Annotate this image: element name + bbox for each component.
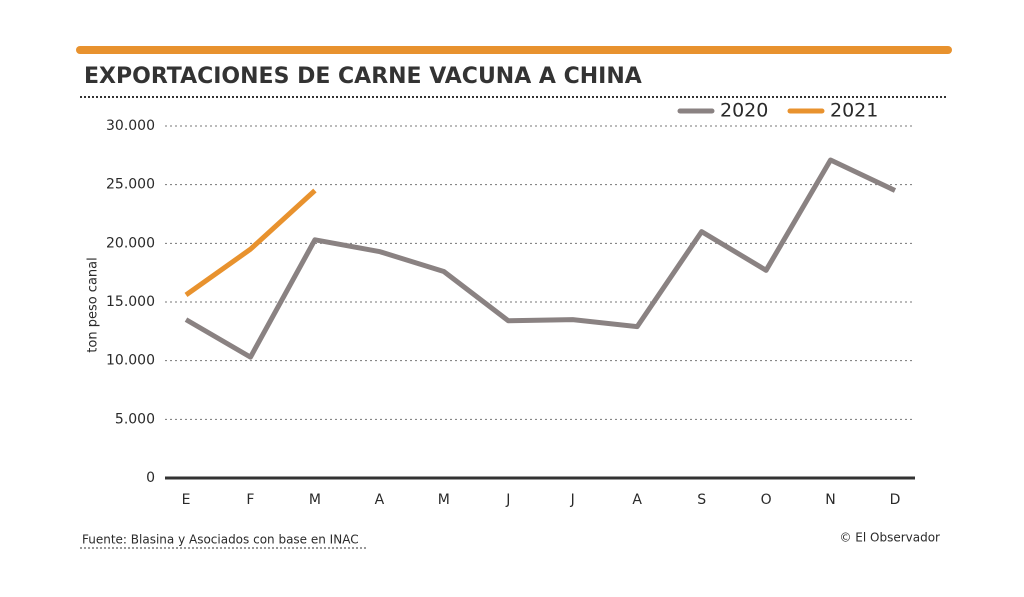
series-line xyxy=(184,157,897,360)
credit: © El Observador xyxy=(839,531,940,545)
series-line xyxy=(184,188,317,297)
x-tick-label: M xyxy=(309,492,321,508)
y-tick-label: 25.000 xyxy=(106,177,155,193)
y-tick-label: 10.000 xyxy=(106,353,155,369)
source: Fuente: Blasina y Asociados con base en … xyxy=(82,533,359,547)
y-tick-label: 5.000 xyxy=(115,411,155,427)
legend-label: 2021 xyxy=(830,100,878,122)
x-tick-label: O xyxy=(761,492,772,508)
y-axis-label: ton peso canal xyxy=(86,257,101,352)
x-tick-label: A xyxy=(375,492,385,508)
x-tick-label: F xyxy=(246,492,254,508)
x-tick-label: J xyxy=(505,492,510,508)
legend-label: 2020 xyxy=(720,100,768,122)
chart-title: EXPORTACIONES DE CARNE VACUNA A CHINA xyxy=(84,64,642,89)
x-tick-label: M xyxy=(438,492,450,508)
x-tick-label: N xyxy=(825,492,835,508)
x-tick-label: E xyxy=(182,492,191,508)
x-tick-label: D xyxy=(890,492,901,508)
y-tick-label: 20.000 xyxy=(106,235,155,251)
y-tick-label: 0 xyxy=(146,470,155,486)
y-tick-label: 15.000 xyxy=(106,294,155,310)
x-tick-label: S xyxy=(697,492,706,508)
y-tick-label: 30.000 xyxy=(106,118,155,134)
x-tick-label: A xyxy=(632,492,642,508)
x-tick-label: J xyxy=(570,492,575,508)
